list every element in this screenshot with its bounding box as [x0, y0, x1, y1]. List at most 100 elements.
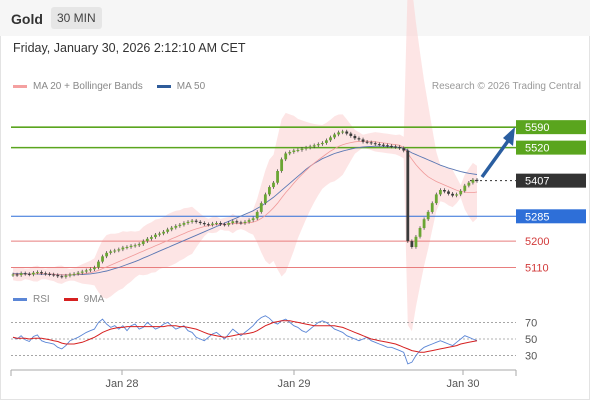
candle-body: [101, 256, 104, 262]
candle-body: [223, 224, 227, 226]
candle-body: [93, 267, 96, 270]
candle-body: [455, 194, 459, 196]
legend-label-rsi: RSI: [33, 294, 50, 305]
legend-label-ma50: MA 50: [176, 81, 206, 92]
candle-body: [162, 231, 165, 234]
x-tick-label-1: Jan 29: [277, 378, 310, 390]
candle-body: [316, 144, 320, 146]
candle-body: [178, 224, 182, 226]
legend-item-ma50: MA 50: [156, 81, 206, 92]
candle-body: [105, 252, 109, 257]
candle-body: [280, 159, 284, 171]
candle-body: [284, 153, 288, 160]
level-badge-5407: [516, 173, 586, 188]
timestamp-label: Friday, January 30, 2026 2:12:10 AM CET: [13, 41, 246, 55]
candle-body: [414, 236, 418, 247]
candle-body: [337, 132, 341, 135]
candle-body: [231, 221, 235, 224]
legend-swatch-rsi: [13, 298, 27, 301]
rsi-tick-50: 50: [525, 334, 537, 346]
candle-body: [361, 139, 365, 142]
legend-swatch-ma50: [156, 85, 171, 88]
candle-body: [341, 131, 345, 133]
level-label-5110: 5110: [525, 262, 549, 274]
candle-body: [174, 225, 178, 228]
candle-body: [304, 147, 308, 149]
candle-body: [23, 273, 27, 275]
candle-body: [292, 150, 296, 152]
candle-body: [52, 274, 56, 276]
candle-body: [471, 179, 475, 183]
candle-body: [215, 223, 218, 225]
candle-body: [398, 147, 402, 149]
candle-body: [76, 272, 80, 274]
candle-body: [137, 244, 141, 246]
candle-body: [357, 138, 361, 140]
candle-body: [410, 241, 414, 247]
candle-body: [377, 144, 381, 146]
candle-body: [84, 270, 88, 272]
candle-body: [194, 220, 198, 222]
legend-item-bollinger: MA 20 + Bollinger Bands: [13, 81, 143, 92]
candle-body: [475, 179, 479, 181]
legend-item-rsi: RSI: [13, 294, 50, 305]
candle-body: [312, 145, 316, 147]
candle-body: [36, 272, 39, 274]
candle-body: [239, 222, 243, 224]
legend-label-rsi-ma: 9MA: [83, 294, 105, 305]
x-tick-label-2: Jan 30: [446, 378, 479, 390]
candle-body: [235, 221, 239, 223]
candle-body: [15, 274, 19, 276]
level-label-5520: 5520: [525, 143, 549, 155]
candle-body: [259, 203, 263, 212]
candle-body: [365, 141, 369, 143]
candle-body: [349, 133, 353, 136]
candle-body: [40, 272, 43, 274]
forecast-arrow-shaft: [480, 139, 510, 179]
candle-body: [129, 245, 133, 247]
legend-item-rsi-ma: 9MA: [63, 294, 105, 305]
candle-body: [308, 146, 312, 148]
research-credit: Research © 2026 Trading Central: [431, 81, 581, 92]
candle-body: [64, 275, 68, 277]
candle-body: [422, 219, 426, 228]
candle-body: [113, 250, 117, 252]
candle-body: [373, 143, 377, 145]
chart-header: Gold 30 MIN: [0, 0, 590, 36]
candle-body: [145, 238, 149, 242]
candle-body: [390, 145, 393, 147]
candle-body: [447, 191, 450, 194]
rsi-ma9-line: [12, 320, 478, 353]
candle-body: [68, 274, 72, 276]
candle-body: [459, 190, 463, 195]
candle-body: [333, 134, 336, 138]
candle-body: [268, 187, 271, 195]
level-label-5285: 5285: [525, 211, 549, 223]
candle-body: [202, 223, 206, 225]
candle-body: [109, 251, 113, 253]
price-legend: MA 20 + Bollinger Bands MA 50: [13, 81, 219, 92]
candle-body: [369, 142, 373, 144]
instrument-title: Gold: [11, 11, 43, 27]
candle-body: [320, 142, 324, 145]
candle-body: [158, 233, 161, 235]
rsi-legend: RSI 9MA: [13, 294, 118, 305]
candle-body: [206, 224, 210, 226]
level-label-5407: 5407: [525, 176, 549, 188]
candle-body: [272, 182, 275, 188]
candle-body: [44, 273, 47, 275]
candle-body: [329, 137, 332, 141]
candle-body: [27, 273, 31, 275]
legend-swatch-rsi-ma: [63, 298, 78, 301]
candle-body: [166, 229, 170, 232]
candle-body: [198, 221, 202, 224]
candle-body: [154, 234, 157, 238]
timeframe-badge[interactable]: 30 MIN: [51, 7, 102, 29]
candle-body: [227, 223, 231, 225]
candle-body: [426, 211, 430, 220]
candle-body: [48, 273, 52, 275]
candle-body: [56, 275, 60, 277]
candle-body: [243, 221, 247, 224]
candle-body: [60, 276, 64, 278]
